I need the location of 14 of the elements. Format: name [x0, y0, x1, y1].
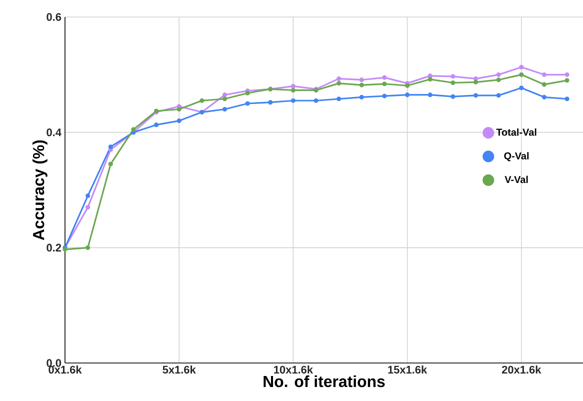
y-tick-label: 0.0 — [46, 359, 62, 367]
legend-label: Total-Val — [496, 128, 536, 136]
x-tick-label: 10x1.6k — [274, 366, 314, 374]
x-axis-title: No. of iterations — [264, 375, 385, 388]
y-tick-label: 0.4 — [46, 128, 62, 136]
y-axis-title: Accuracy (%) — [32, 140, 48, 240]
y-tick-label: 0.6 — [46, 13, 62, 21]
legend-label: Q-Val — [504, 152, 529, 162]
x-tick-label: 20x1.6k — [502, 366, 542, 374]
x-tick-label: 0x1.6k — [48, 366, 82, 374]
y-tick-label: 0.2 — [46, 244, 62, 252]
legend-label: V-Val — [504, 176, 528, 184]
x-tick-label: 5x1.6k — [162, 366, 196, 374]
x-tick-label: 15x1.6k — [388, 366, 428, 374]
